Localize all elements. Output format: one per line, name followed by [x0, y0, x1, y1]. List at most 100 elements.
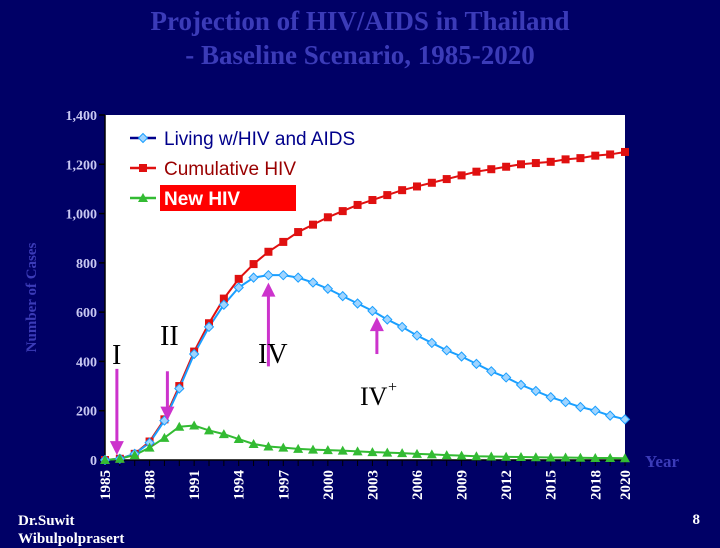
data-point — [368, 196, 377, 205]
x-tick-label: 2009 — [455, 470, 471, 500]
data-point — [456, 450, 467, 460]
data-point — [471, 451, 482, 461]
data-point — [218, 429, 229, 439]
x-tick-label: 2018 — [588, 470, 604, 500]
chart-title: Projection of HIV/AIDS in Thailand — [150, 6, 570, 36]
data-point — [352, 446, 363, 456]
data-point — [249, 260, 258, 269]
data-point — [398, 186, 407, 195]
x-tick-label: 1997 — [276, 470, 292, 501]
data-point — [396, 321, 408, 333]
author-credit: Dr.Suwit Wibulpolprasert — [18, 512, 124, 548]
data-point — [233, 434, 244, 444]
data-point — [487, 165, 496, 174]
data-point — [500, 372, 512, 383]
data-point — [188, 348, 200, 360]
data-point — [278, 442, 289, 452]
data-point — [137, 132, 149, 144]
y-tick-label: 400 — [76, 355, 97, 370]
y-tick-label: 1,000 — [66, 208, 98, 223]
data-point — [218, 299, 230, 310]
x-tick-label: 1988 — [143, 470, 159, 500]
y-tick-label: 200 — [76, 405, 97, 420]
data-point — [619, 414, 631, 425]
data-point — [590, 453, 601, 463]
data-point — [293, 443, 304, 453]
data-point — [515, 379, 527, 391]
data-point — [367, 447, 378, 457]
data-point — [457, 171, 466, 180]
x-tick-label: 2012 — [499, 470, 515, 500]
x-tick-label: 2015 — [544, 470, 560, 500]
data-point — [621, 147, 629, 156]
data-point — [189, 420, 200, 430]
legend-highlight — [160, 185, 296, 211]
data-point — [382, 447, 393, 457]
data-point — [502, 162, 511, 171]
plot-area — [105, 115, 625, 460]
data-point — [308, 444, 318, 454]
data-point — [486, 366, 497, 377]
x-tick-label: 2003 — [365, 470, 381, 500]
y-tick-label: 1,400 — [66, 109, 98, 124]
data-point — [472, 167, 481, 176]
data-point — [264, 247, 273, 256]
data-point — [203, 321, 215, 333]
x-tick-label: 1985 — [98, 470, 114, 500]
data-point — [604, 410, 616, 421]
page-number: 8 — [692, 512, 701, 528]
data-point — [471, 358, 482, 370]
data-point — [278, 269, 289, 281]
data-point — [441, 345, 452, 356]
data-point — [576, 154, 585, 163]
data-point — [575, 452, 586, 462]
data-point — [560, 396, 571, 408]
y-tick-label: 600 — [76, 306, 97, 321]
data-point — [139, 164, 147, 172]
data-point — [338, 207, 347, 216]
data-point — [337, 445, 348, 455]
data-point — [129, 450, 140, 460]
data-point — [263, 441, 274, 451]
data-point — [516, 452, 526, 462]
data-point — [138, 193, 148, 202]
annotation-label-IV-plus: IV — [360, 382, 388, 411]
annotation-label-II: II — [160, 321, 179, 352]
annotation-arrow-head — [160, 406, 175, 421]
data-point — [441, 450, 452, 460]
data-point — [591, 151, 600, 160]
data-point — [292, 272, 304, 283]
data-point — [322, 283, 334, 294]
data-point — [219, 294, 228, 303]
data-point — [367, 305, 378, 317]
data-point — [530, 385, 542, 397]
data-point — [545, 391, 556, 403]
data-point — [279, 237, 288, 246]
y-tick-label: 800 — [76, 257, 97, 272]
data-point — [590, 405, 601, 416]
author-name: Dr.Suwit — [18, 513, 75, 529]
data-point — [174, 383, 185, 394]
data-point — [426, 337, 438, 349]
data-point — [530, 452, 541, 462]
data-point — [383, 191, 392, 200]
data-point — [456, 351, 467, 362]
x-axis-title: Year — [645, 452, 679, 471]
annotation-arrow-head — [109, 441, 124, 456]
legend-label: New HIV — [164, 189, 240, 210]
data-point — [575, 401, 586, 413]
data-point — [501, 451, 512, 461]
x-tick-label: 1994 — [232, 470, 248, 501]
data-point — [606, 150, 615, 159]
annotation-arrow-head — [261, 282, 276, 297]
data-point — [412, 448, 422, 458]
data-point — [397, 448, 408, 458]
data-point — [100, 455, 110, 464]
data-point — [352, 298, 363, 309]
data-point — [309, 220, 317, 229]
data-point — [426, 449, 437, 459]
data-point — [114, 453, 125, 463]
data-point — [486, 451, 497, 461]
x-tick-label: 2006 — [410, 470, 426, 501]
